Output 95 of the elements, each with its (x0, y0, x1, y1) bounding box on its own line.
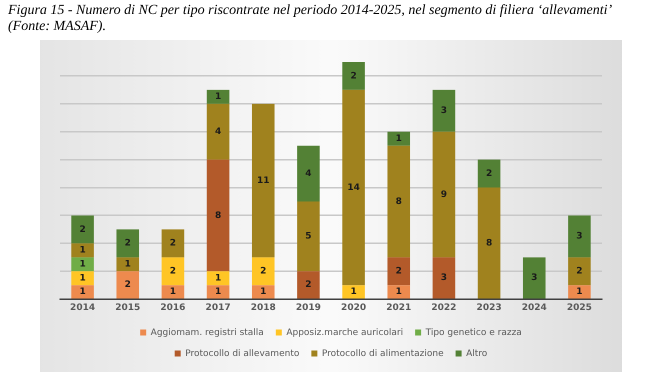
legend-label: Apposiz.marche auricolari (286, 328, 404, 338)
data-label: 3 (576, 232, 583, 242)
bar (342, 90, 365, 286)
data-label: 2 (576, 266, 583, 277)
bar (71, 257, 94, 272)
x-tick-label: 2020 (341, 302, 366, 313)
data-label: 8 (486, 238, 492, 248)
data-label: 3 (440, 106, 448, 116)
bar (71, 243, 94, 258)
data-label: 2 (396, 266, 402, 277)
data-label: 4 (214, 127, 222, 138)
data-label: 1 (79, 287, 86, 298)
bar (206, 285, 230, 298)
legend-label: Aggiomam. registri stalla (150, 328, 264, 338)
legend-label: Altro (466, 348, 488, 359)
bar (387, 285, 410, 298)
bar (568, 257, 591, 286)
x-tick-label: 2018 (250, 302, 276, 313)
bar (206, 160, 230, 272)
bar (116, 271, 140, 298)
data-label: 1 (260, 287, 266, 298)
bar (206, 90, 230, 104)
x-tick-label: 2019 (296, 302, 321, 313)
bar (206, 104, 230, 160)
data-label: 1 (124, 260, 131, 270)
x-tick-label: 2023 (476, 302, 502, 313)
bar (387, 257, 410, 286)
bar (71, 215, 94, 244)
bar (116, 257, 140, 272)
data-label: 2 (124, 280, 131, 290)
x-tick-label: 2016 (160, 302, 186, 313)
bar (342, 62, 365, 90)
data-label: 2 (305, 280, 312, 290)
bar (387, 146, 410, 258)
x-tick-label: 2015 (115, 302, 140, 313)
data-label: 1 (576, 287, 583, 298)
x-tick-label: 2025 (566, 302, 592, 313)
bar (252, 104, 275, 258)
legend-label: Tipo genetico e razza (424, 328, 522, 338)
data-label: 2 (79, 224, 86, 235)
data-label: 1 (350, 287, 357, 298)
data-label: 2 (260, 266, 266, 277)
data-label: 3 (531, 273, 538, 284)
bar (342, 285, 365, 298)
bar (568, 215, 591, 258)
data-label: 5 (305, 232, 312, 242)
data-label: 8 (396, 196, 402, 207)
data-label: 1 (79, 274, 86, 284)
bar (162, 257, 184, 286)
data-label: 11 (256, 176, 270, 186)
bar (297, 271, 320, 298)
x-tick-label: 2014 (70, 302, 96, 313)
bar (71, 285, 94, 298)
data-label: 14 (347, 182, 360, 193)
bar (432, 132, 456, 258)
bar (387, 132, 410, 146)
legend-label: Protocollo di alimentazione (322, 348, 444, 359)
bar (297, 146, 320, 202)
bar (162, 229, 184, 258)
data-label: 1 (214, 92, 222, 102)
bar (162, 285, 184, 298)
data-label: 1 (79, 246, 86, 256)
chart-title: Figura 15 - Numero di NC per tipo riscontrate nel periodo 2014-2025, nel segmento di filiera ‘allevamenti’ (Fonte: MASAF). (7, 2, 612, 36)
data-label: 4 (305, 168, 312, 179)
bar (71, 271, 94, 286)
data-label: 2 (170, 238, 176, 249)
bar (522, 257, 546, 298)
data-label: 2 (170, 266, 176, 277)
bar (206, 271, 230, 286)
data-label: 1 (79, 260, 86, 270)
x-tick-label: 2022 (431, 302, 456, 313)
data-label: 1 (396, 287, 402, 298)
bar (478, 188, 500, 298)
bar (252, 285, 275, 298)
bar (568, 285, 591, 298)
data-label: 1 (214, 274, 222, 284)
bar (252, 257, 275, 286)
bar (116, 229, 140, 258)
bar (297, 202, 320, 272)
data-label: 1 (214, 287, 222, 298)
data-label: 1 (170, 287, 176, 298)
data-label: 2 (350, 71, 357, 82)
bar (432, 257, 456, 298)
data-label: 9 (440, 190, 448, 200)
x-tick-label: 2017 (206, 302, 231, 313)
x-tick-label: 2024 (522, 302, 547, 313)
bar (478, 160, 500, 188)
data-label: 8 (214, 210, 222, 221)
data-label: 2 (486, 168, 492, 179)
data-label: 2 (124, 238, 131, 249)
x-tick-label: 2021 (386, 302, 412, 313)
bar (432, 90, 456, 132)
data-label: 1 (396, 134, 402, 144)
legend-label: Protocollo di allevamento (185, 348, 300, 359)
data-label: 3 (440, 273, 448, 284)
